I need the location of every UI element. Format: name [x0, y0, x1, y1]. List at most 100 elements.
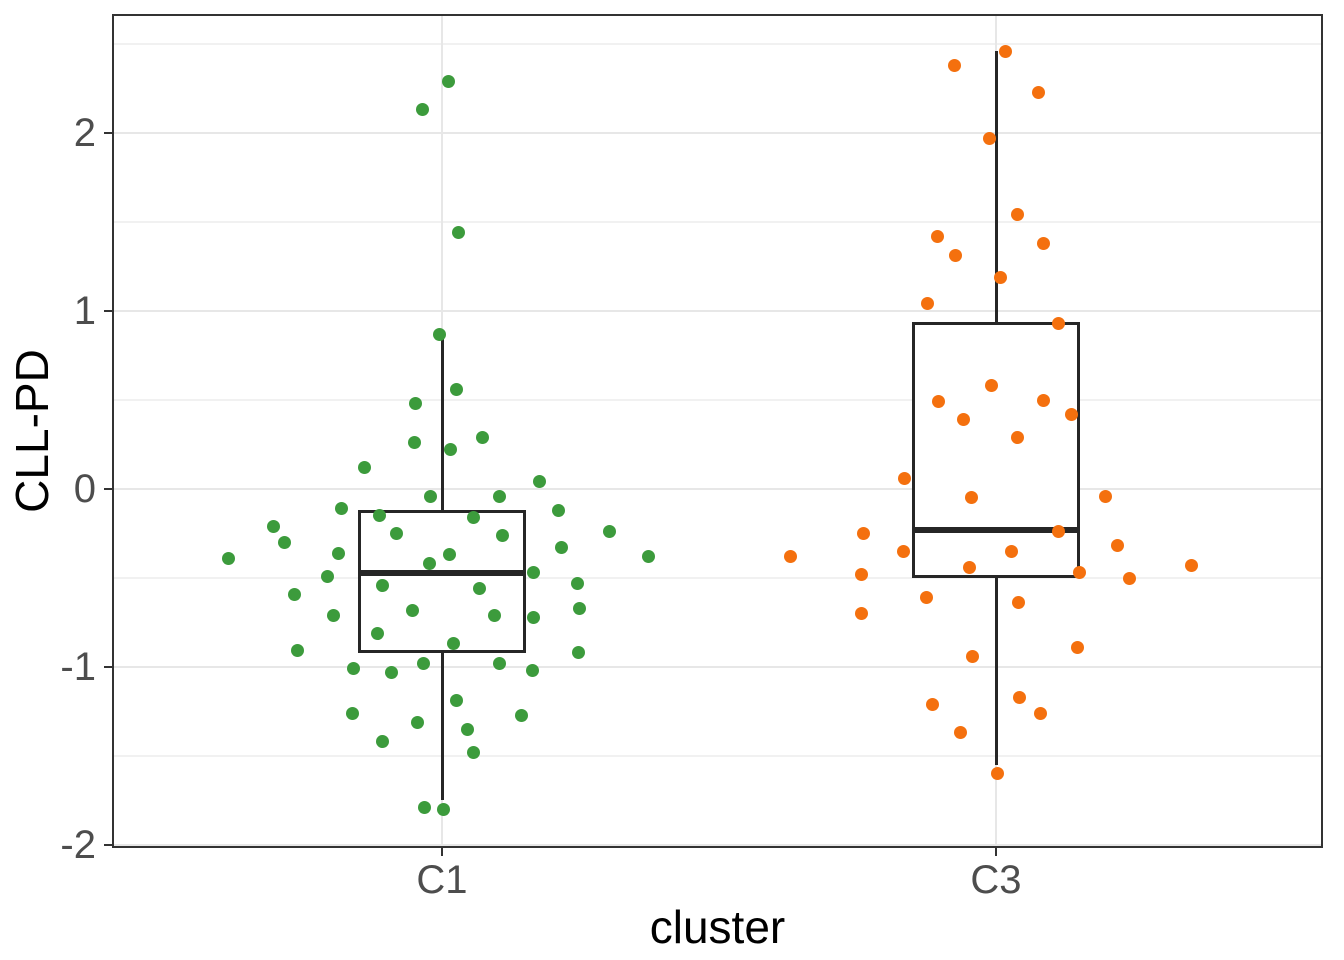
y-tick: [104, 844, 112, 846]
y-gridline-minor: [114, 221, 1321, 223]
data-point: [375, 578, 389, 592]
data-point: [449, 382, 463, 396]
data-point: [405, 603, 419, 617]
y-gridline-major: [114, 132, 1321, 134]
data-point: [1070, 640, 1084, 654]
data-point: [956, 413, 970, 427]
data-point: [526, 610, 540, 624]
data-point: [554, 541, 568, 555]
iqr-box: [912, 321, 1080, 578]
data-point: [551, 503, 565, 517]
y-gridline-minor: [114, 43, 1321, 45]
x-tick: [995, 848, 997, 856]
data-point: [1072, 566, 1086, 580]
y-gridline-major: [114, 666, 1321, 668]
data-point: [1184, 559, 1198, 573]
data-point: [492, 656, 506, 670]
data-point: [407, 436, 421, 450]
data-point: [532, 475, 546, 489]
data-point: [446, 637, 460, 651]
x-tick-label: C3: [970, 858, 1022, 902]
data-point: [947, 58, 961, 72]
x-tick-label: C1: [416, 858, 468, 902]
data-point: [990, 767, 1004, 781]
data-point: [1110, 539, 1124, 553]
data-point: [514, 708, 528, 722]
x-axis-title: cluster: [649, 901, 786, 953]
y-tick: [104, 488, 112, 490]
data-point: [993, 270, 1007, 284]
data-point: [495, 528, 509, 542]
data-point: [931, 395, 945, 409]
data-point: [925, 697, 939, 711]
data-point: [641, 550, 655, 564]
data-point: [326, 608, 340, 622]
data-point: [964, 491, 978, 505]
y-gridline-major: [114, 844, 1321, 846]
data-point: [525, 664, 539, 678]
data-point: [930, 229, 944, 243]
y-tick-label: -1: [60, 645, 96, 689]
data-point: [856, 527, 870, 540]
y-tick: [104, 310, 112, 312]
data-point: [1033, 706, 1047, 720]
data-point: [466, 510, 480, 524]
data-point: [1036, 393, 1050, 407]
median-line: [358, 569, 526, 576]
data-point: [854, 567, 868, 581]
upper-whisker: [994, 51, 998, 322]
data-point: [221, 551, 235, 565]
data-point: [570, 576, 584, 590]
data-point: [984, 379, 998, 393]
data-point: [432, 327, 446, 341]
data-point: [920, 297, 934, 311]
y-tick-label: 0: [73, 467, 96, 511]
data-point: [919, 591, 933, 605]
data-point: [998, 44, 1012, 58]
data-point: [266, 519, 280, 533]
y-gridline-minor: [114, 399, 1321, 401]
data-point: [466, 745, 480, 759]
data-point: [441, 74, 455, 88]
data-point: [783, 550, 797, 564]
x-tick: [441, 848, 443, 856]
data-point: [389, 527, 403, 540]
data-point: [1064, 407, 1078, 421]
data-point: [436, 802, 450, 816]
lower-whisker: [440, 652, 444, 801]
data-point: [443, 443, 457, 457]
data-point: [472, 582, 486, 596]
data-point: [449, 694, 463, 708]
data-point: [1098, 489, 1112, 503]
data-point: [287, 587, 301, 601]
y-gridline-minor: [114, 755, 1321, 757]
data-point: [345, 706, 359, 720]
data-point: [423, 489, 437, 503]
y-gridline-minor: [114, 577, 1321, 579]
data-point: [1051, 316, 1065, 330]
median-line: [912, 526, 1080, 533]
data-point: [334, 502, 348, 516]
data-point: [384, 665, 398, 679]
data-point: [965, 649, 979, 663]
data-point: [1011, 596, 1025, 610]
data-point: [277, 535, 291, 549]
data-point: [370, 626, 384, 640]
data-point: [417, 801, 431, 815]
y-tick-label: 1: [73, 289, 96, 333]
data-point: [372, 509, 386, 523]
data-point: [410, 715, 424, 729]
data-point: [320, 569, 334, 583]
y-tick: [104, 666, 112, 668]
data-point: [375, 735, 389, 749]
data-point: [1012, 690, 1026, 704]
data-point: [415, 103, 429, 117]
data-point: [572, 601, 586, 615]
data-point: [492, 489, 506, 503]
data-point: [602, 525, 616, 539]
data-point: [290, 644, 304, 658]
data-point: [526, 566, 540, 580]
data-point: [1004, 544, 1018, 558]
data-point: [571, 646, 585, 660]
